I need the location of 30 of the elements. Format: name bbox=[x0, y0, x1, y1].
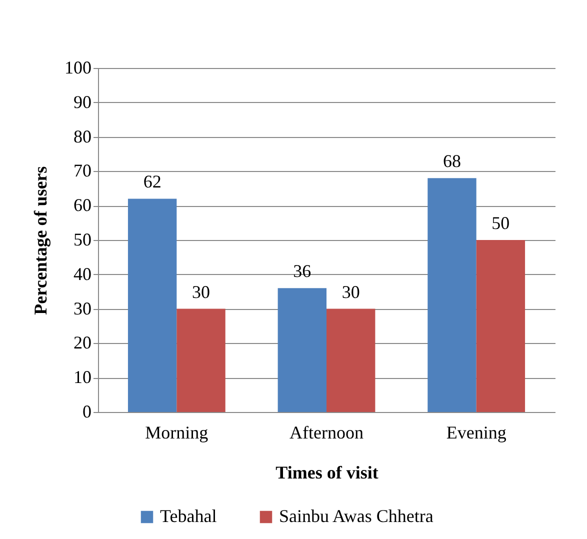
y-tick-label: 30 bbox=[74, 298, 92, 318]
y-tick-label: 60 bbox=[74, 195, 92, 216]
y-tick-label: 10 bbox=[74, 367, 92, 388]
y-tick-label: 40 bbox=[74, 264, 92, 284]
legend-label: Tebahal bbox=[160, 506, 217, 526]
bar bbox=[176, 308, 226, 412]
y-tick-label: 20 bbox=[74, 332, 92, 353]
bar bbox=[278, 288, 326, 412]
y-tick-label: 70 bbox=[74, 160, 92, 181]
data-label: 62 bbox=[143, 172, 162, 192]
y-tick-label: 80 bbox=[74, 126, 92, 146]
bar bbox=[476, 240, 526, 412]
data-label: 30 bbox=[192, 282, 210, 302]
x-tick-label: Afternoon bbox=[290, 422, 364, 442]
legend-label: Sainbu Awas Chhetra bbox=[279, 506, 434, 526]
y-tick-label: 90 bbox=[74, 92, 92, 112]
bar bbox=[128, 198, 177, 412]
x-tick-label: Morning bbox=[145, 422, 208, 442]
y-tick-label: 0 bbox=[82, 402, 92, 422]
y-tick-label: 100 bbox=[64, 58, 92, 78]
data-label: 30 bbox=[342, 282, 360, 302]
bar bbox=[428, 178, 476, 412]
data-label: 68 bbox=[442, 151, 461, 172]
data-label: 36 bbox=[293, 261, 312, 282]
bar bbox=[326, 308, 376, 412]
data-label: 50 bbox=[492, 213, 510, 233]
y-axis-title: Percentage of users bbox=[30, 166, 50, 315]
x-tick-label: Evening bbox=[446, 422, 506, 442]
x-axis-title: Times of visit bbox=[276, 462, 378, 482]
y-tick-label: 50 bbox=[74, 230, 92, 250]
